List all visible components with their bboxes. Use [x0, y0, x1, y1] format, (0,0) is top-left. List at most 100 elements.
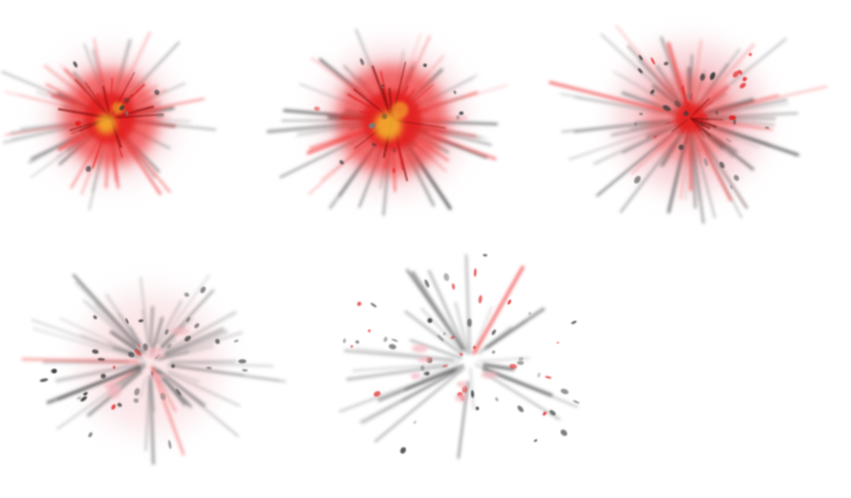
debris-particle	[164, 329, 169, 335]
smoke-streak	[148, 305, 155, 349]
debris-particle	[186, 317, 191, 323]
core-spike	[689, 117, 717, 128]
debris-particle	[155, 113, 165, 118]
debris-particle	[154, 89, 160, 96]
debris-particle	[689, 92, 693, 101]
debris-particle	[542, 411, 547, 416]
debris-particle	[443, 273, 450, 282]
debris-particle	[699, 122, 705, 127]
debris-particle	[424, 279, 430, 288]
debris-particle	[748, 53, 752, 56]
pink-fragment	[456, 381, 468, 388]
hot-spot	[391, 101, 409, 119]
smoke-streak	[139, 377, 147, 398]
debris-particle	[88, 432, 93, 438]
smoke-streak	[150, 375, 155, 412]
debris-particle	[370, 302, 377, 308]
debris-group	[39, 286, 248, 449]
debris-particle	[128, 351, 135, 358]
fire-streak	[21, 357, 139, 364]
smoke-streak	[409, 339, 463, 360]
smoke-streak	[150, 316, 164, 355]
fire-streak	[104, 370, 136, 388]
debris-particle	[518, 357, 524, 361]
debris-particle	[39, 378, 49, 382]
debris-particle	[473, 268, 477, 277]
debris-particle	[662, 105, 671, 112]
hot-spot	[96, 114, 116, 134]
debris-particle	[509, 363, 518, 369]
smoke-streak	[109, 330, 142, 355]
debris-particle	[545, 375, 552, 379]
debris-particle	[742, 76, 747, 82]
debris-particle	[93, 315, 98, 320]
smoke-streak	[420, 307, 463, 352]
pink-fragment	[411, 344, 428, 353]
smoke-streak	[55, 361, 146, 383]
smoke-streak	[148, 375, 156, 465]
debris-particle	[764, 126, 770, 129]
smoke-streak	[482, 363, 515, 371]
debris-particle	[719, 161, 725, 169]
debris-particle	[507, 299, 512, 305]
debris-particle	[80, 396, 87, 402]
debris-particle	[704, 158, 708, 167]
debris-particle	[194, 323, 200, 329]
core-spike	[665, 117, 691, 125]
debris-particle	[100, 373, 106, 379]
pink-fragment	[170, 327, 190, 336]
debris-particle	[83, 392, 88, 396]
debris-particle	[650, 57, 656, 65]
smoke-streak	[166, 369, 200, 383]
debris-particle	[171, 364, 175, 368]
debris-particle	[663, 61, 669, 66]
debris-particle	[534, 439, 538, 442]
smoke-streak	[352, 362, 459, 372]
debris-particle	[97, 358, 105, 361]
debris-particle	[234, 339, 239, 343]
debris-particle	[343, 338, 346, 344]
debris-particle	[111, 404, 116, 410]
debris-particle	[456, 115, 460, 120]
debris-particle	[491, 329, 496, 336]
smoke-streak	[168, 361, 275, 368]
debris-particle	[388, 344, 397, 350]
smoke-streak	[139, 276, 150, 344]
debris-particle	[653, 135, 657, 139]
debris-particle	[73, 61, 78, 68]
smoke-streak	[59, 317, 132, 352]
core-spike	[685, 117, 691, 144]
debris-particle	[357, 301, 362, 307]
debris-particle	[350, 345, 354, 348]
debris-particle	[442, 332, 447, 336]
debris-particle	[560, 429, 568, 436]
debris-particle	[450, 335, 455, 340]
smoke-streak	[344, 349, 455, 362]
debris-particle	[184, 292, 190, 297]
debris-particle	[392, 167, 396, 173]
debris-particle	[92, 349, 99, 354]
debris-particle	[184, 335, 191, 342]
debris-particle	[314, 106, 320, 111]
pink-fragment	[417, 356, 431, 363]
smoke-streak	[80, 334, 139, 358]
core-spike	[379, 70, 393, 121]
pink-fragment	[410, 372, 421, 380]
debris-particle	[475, 406, 479, 411]
smoke-streak	[144, 380, 151, 452]
streak-group	[21, 274, 286, 465]
debris-particle	[359, 58, 365, 66]
core-spikes	[665, 85, 724, 144]
core-spike	[109, 77, 114, 119]
debris-particle	[367, 329, 371, 333]
debris-particle	[371, 142, 376, 147]
smoke-streak	[121, 376, 136, 387]
debris-particle	[482, 253, 488, 257]
debris-particle	[437, 334, 444, 342]
core-spike	[689, 117, 711, 137]
debris-particle	[491, 350, 496, 354]
debris-particle	[686, 93, 690, 99]
debris-particle	[687, 101, 690, 109]
smoke-streak	[170, 360, 237, 363]
core-spike	[689, 97, 710, 119]
